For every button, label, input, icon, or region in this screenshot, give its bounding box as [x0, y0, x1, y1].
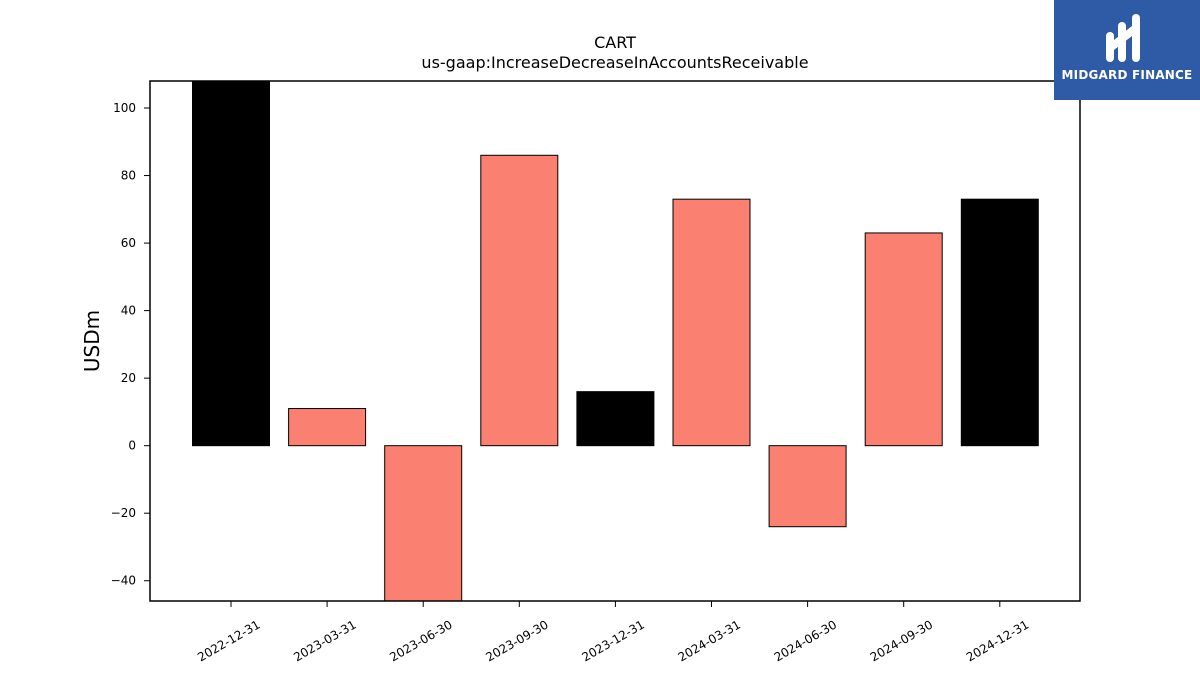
x-tick-label: 2023-06-30 — [387, 617, 454, 664]
chart-subtitle: us-gaap:IncreaseDecreaseInAccountsReceiv… — [421, 53, 808, 72]
bar-2023-03-31 — [288, 408, 367, 447]
bar-2023-09-30 — [480, 154, 559, 447]
bar-2023-06-30 — [384, 445, 463, 602]
y-tick-label: 80 — [121, 169, 136, 183]
midgard-finance-logo: MIDGARD FINANCE — [1054, 0, 1200, 100]
x-tick-label: 2022-12-31 — [195, 617, 262, 664]
y-axis-label: USDm — [80, 310, 104, 372]
x-tick-label: 2024-06-30 — [772, 617, 839, 664]
bars-group — [192, 80, 1039, 602]
x-tick-label: 2023-12-31 — [579, 617, 646, 664]
x-axis: 2022-12-31 2023-03-31 2023-06-30 2023-09-30… — [195, 601, 1031, 664]
bar-2024-12-31 — [960, 198, 1039, 447]
bar-2024-06-30 — [768, 445, 847, 528]
logo-text: MIDGARD FINANCE — [1061, 68, 1193, 82]
x-tick-label: 2024-09-30 — [868, 617, 935, 664]
midgard-logo-icon — [1106, 14, 1140, 62]
bar-2023-12-31 — [576, 391, 655, 447]
x-tick-label: 2023-09-30 — [483, 617, 550, 664]
bar-2024-03-31 — [672, 198, 751, 447]
x-tick-label: 2024-12-31 — [964, 617, 1031, 664]
x-tick-label: 2024-03-31 — [676, 617, 743, 664]
x-tick-label: 2023-03-31 — [291, 617, 358, 664]
y-tick-label: 20 — [121, 371, 136, 385]
chart-title: CART — [594, 33, 636, 52]
bar-2024-09-30 — [864, 232, 943, 447]
bar-2022-12-31 — [192, 80, 270, 447]
y-tick-label: −20 — [111, 506, 136, 520]
plot-frame — [149, 80, 1081, 602]
y-tick-label: 40 — [121, 304, 136, 318]
y-tick-label: 100 — [113, 101, 136, 115]
y-tick-label: 60 — [121, 236, 136, 250]
y-tick-label: 0 — [128, 439, 136, 453]
y-axis: −40 −20 0 20 40 60 80 100 — [111, 101, 150, 588]
y-tick-label: −40 — [111, 574, 136, 588]
